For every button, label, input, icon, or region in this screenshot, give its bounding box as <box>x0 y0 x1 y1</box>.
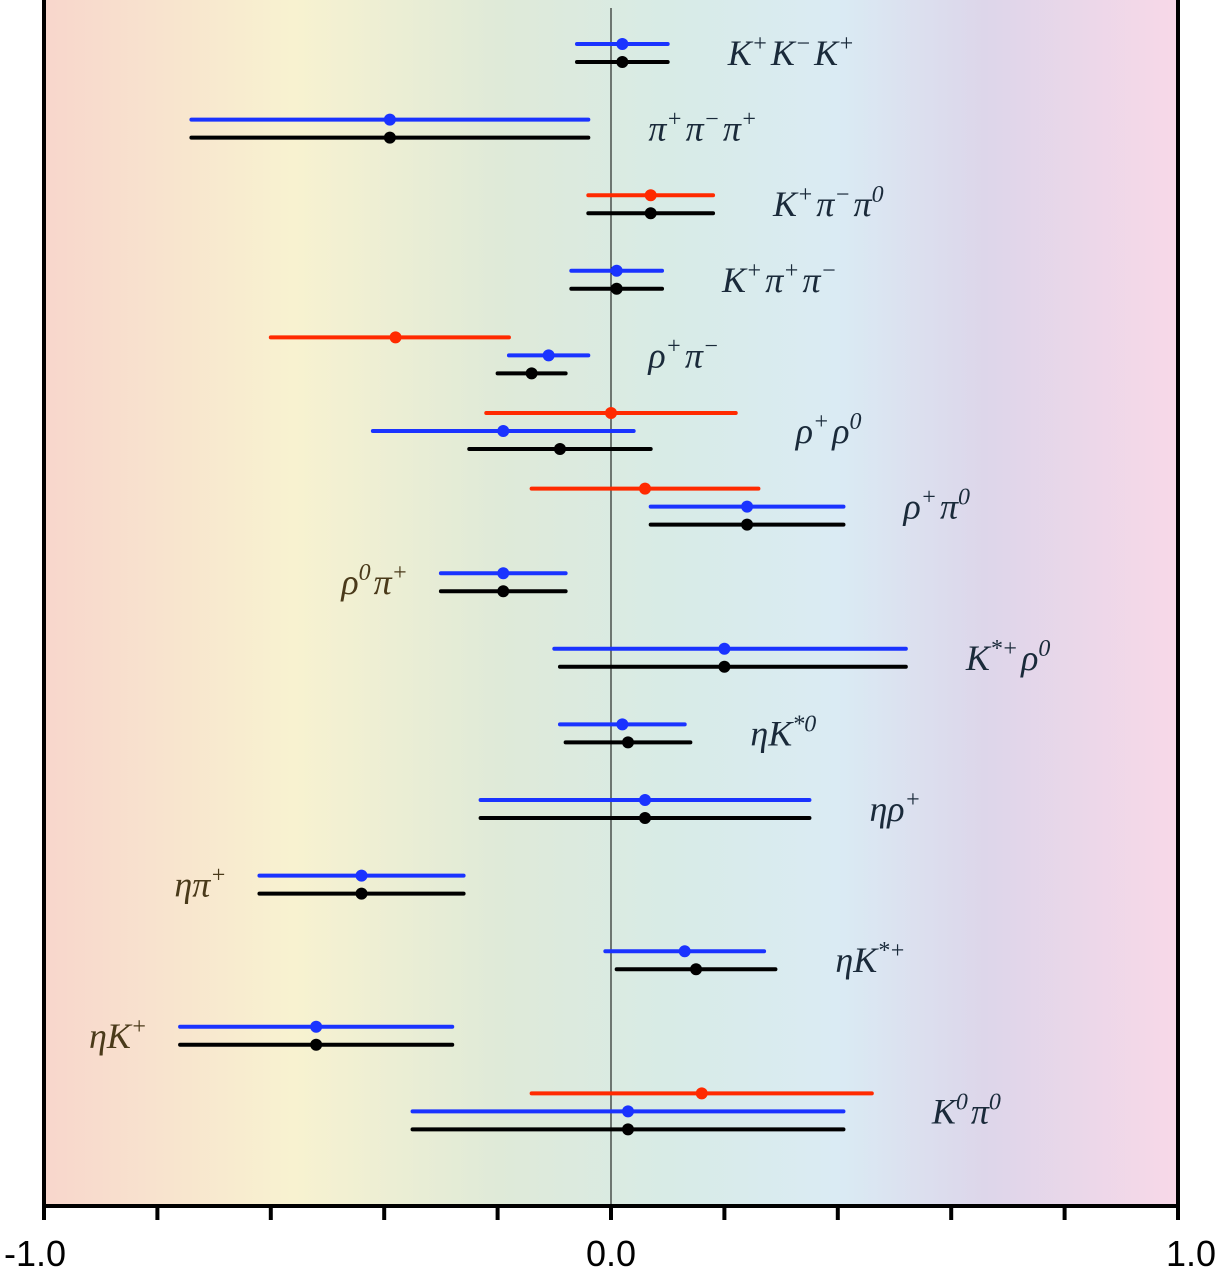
data-point-blue <box>355 869 368 882</box>
decay-mode-label: K0 π0 <box>931 1089 1004 1131</box>
decay-row <box>529 482 846 531</box>
data-point-blue <box>741 500 754 513</box>
decay-mode-label: π+ π− π+ <box>648 107 760 149</box>
data-point-black <box>639 812 652 824</box>
data-point-red <box>695 1087 708 1100</box>
decay-row <box>586 189 716 220</box>
data-point-blue <box>310 1020 323 1033</box>
data-point-blue <box>718 642 731 655</box>
data-point-black <box>383 131 396 144</box>
decay-mode-label: K+ π− π0 <box>772 182 887 224</box>
data-point-red <box>644 189 657 202</box>
decay-row <box>257 869 466 900</box>
decay-mode-label: ρ0 π+ <box>340 560 411 602</box>
decay-mode-label: ρ+ π− <box>647 333 722 375</box>
decay-row <box>178 1020 455 1051</box>
data-point-black <box>497 585 510 598</box>
decay-mode-label: ηK*+ <box>835 938 908 980</box>
data-point-red <box>389 331 402 344</box>
data-point-black <box>525 367 538 380</box>
data-point-blue <box>616 38 629 50</box>
decay-row <box>552 642 908 673</box>
decay-row <box>268 331 591 380</box>
x-tick-label: 1.0 <box>1166 1233 1216 1274</box>
data-point-black <box>553 443 566 455</box>
data-point-red <box>639 482 652 495</box>
decay-row <box>557 718 693 749</box>
data-point-blue <box>497 425 510 437</box>
decay-row <box>574 38 670 68</box>
data-point-blue <box>542 349 555 362</box>
decay-mode-label: ρ+ ρ0 <box>795 409 865 451</box>
x-tick-label: 0.0 <box>586 1233 636 1274</box>
data-point-blue <box>639 794 652 806</box>
data-point-blue <box>497 567 510 580</box>
data-point-black <box>610 282 623 295</box>
decay-mode-label: ηK*0 <box>750 711 819 753</box>
data-point-red <box>605 407 617 419</box>
data-point-black <box>622 1123 635 1136</box>
data-point-blue <box>622 1105 635 1118</box>
data-point-black <box>718 660 731 673</box>
decay-mode-label: ηK+ <box>89 1014 150 1056</box>
decay-row <box>569 264 665 295</box>
data-point-black <box>741 518 754 531</box>
data-point-black <box>310 1038 323 1051</box>
data-point-black <box>690 963 703 976</box>
data-point-black <box>622 736 635 749</box>
decay-mode-label: ηρ+ <box>869 787 923 829</box>
decay-row <box>478 794 812 824</box>
decay-row <box>603 945 778 976</box>
decay-mode-label: K+ K− K+ <box>727 31 858 73</box>
data-point-blue <box>610 264 623 277</box>
decay-mode-label: ρ+ π0 <box>902 485 973 527</box>
decay-row <box>370 407 738 455</box>
data-point-blue <box>616 718 629 731</box>
decay-row <box>410 1087 874 1136</box>
decay-mode-label: K*+ ρ0 <box>965 636 1054 678</box>
data-point-blue <box>383 113 396 126</box>
data-point-blue <box>678 945 691 958</box>
data-point-black <box>616 56 629 68</box>
decay-row <box>438 567 568 598</box>
decay-mode-label: ηπ+ <box>174 863 229 905</box>
decay-mode-label: K+ π+ π− <box>721 258 840 300</box>
x-tick-label: -1.0 <box>4 1233 66 1274</box>
decay-row <box>189 113 591 144</box>
data-point-black <box>355 887 368 900</box>
data-point-black <box>644 207 657 220</box>
